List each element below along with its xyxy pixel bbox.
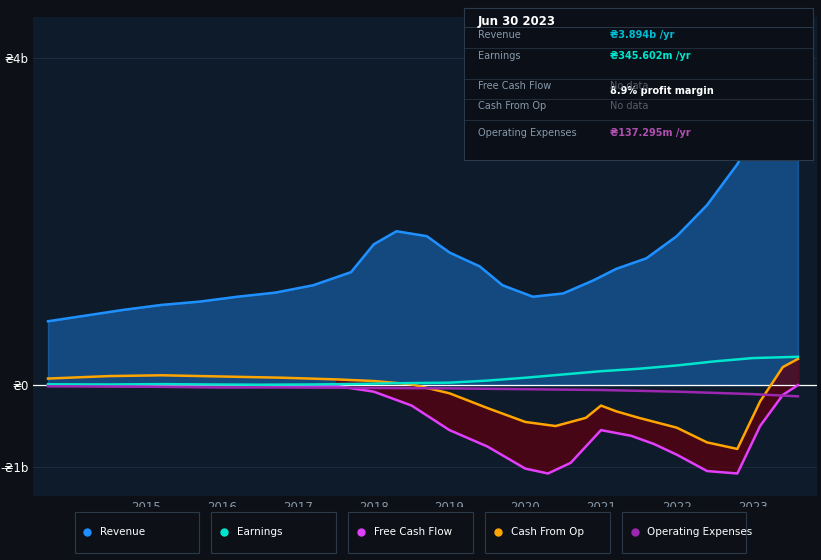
Text: ₴3.894b /yr: ₴3.894b /yr	[610, 30, 675, 40]
Text: Earnings: Earnings	[478, 52, 521, 62]
Text: No data: No data	[610, 81, 649, 91]
Text: Operating Expenses: Operating Expenses	[478, 128, 576, 138]
Text: ₴345.602m /yr: ₴345.602m /yr	[610, 52, 691, 62]
Text: Free Cash Flow: Free Cash Flow	[478, 81, 551, 91]
Text: 8.9% profit margin: 8.9% profit margin	[610, 86, 714, 96]
Text: ₴137.295m /yr: ₴137.295m /yr	[610, 128, 691, 138]
Text: Cash From Op: Cash From Op	[478, 101, 546, 111]
Text: Cash From Op: Cash From Op	[511, 527, 584, 537]
Text: Revenue: Revenue	[100, 527, 145, 537]
Text: Operating Expenses: Operating Expenses	[648, 527, 753, 537]
Text: Earnings: Earnings	[237, 527, 282, 537]
Text: Revenue: Revenue	[478, 30, 521, 40]
Text: No data: No data	[610, 101, 649, 111]
Text: Jun 30 2023: Jun 30 2023	[478, 15, 556, 28]
Text: Free Cash Flow: Free Cash Flow	[374, 527, 452, 537]
